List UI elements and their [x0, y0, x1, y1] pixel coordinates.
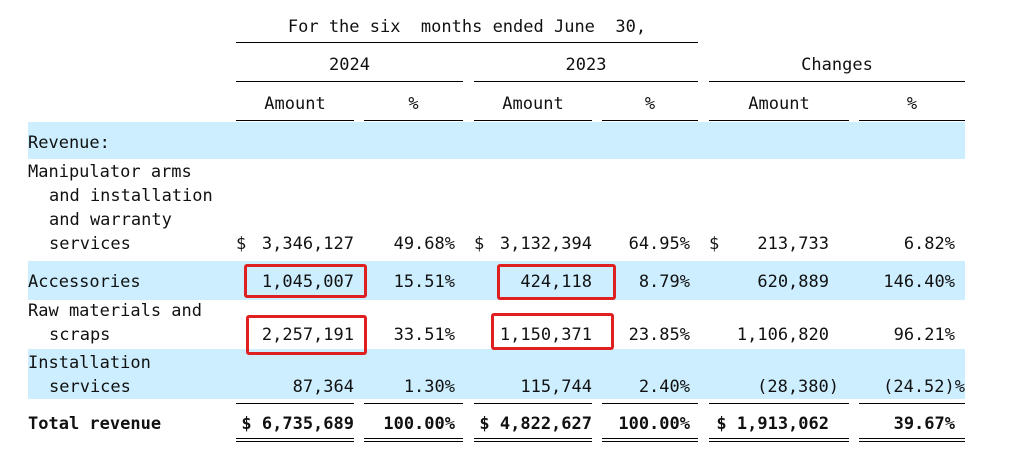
col-pct-changes: %: [906, 94, 918, 114]
rule-year-2024: [236, 81, 463, 82]
amount-2023: 424,118: [520, 272, 592, 292]
rule-subtotal-pct-2024: [364, 403, 463, 404]
amount-2024: 3,346,127: [261, 234, 354, 254]
period-heading: For the six months ended June 30,: [287, 17, 647, 37]
pct-changes: (24.52)%: [883, 377, 965, 397]
band-installation: [28, 349, 965, 399]
total-amount-2024: $ 6,735,689: [241, 414, 354, 434]
total-pct-changes: 39.67%: [893, 414, 955, 434]
pct-2024: 1.30%: [403, 377, 455, 397]
pct-2024: 33.51%: [393, 325, 455, 345]
amount-changes: (28,380): [757, 377, 839, 397]
double-rule-amount-2024: [236, 438, 354, 442]
rule-subtotal-amount-2024: [236, 403, 354, 404]
total-pct-2024: 100.00%: [383, 414, 455, 434]
pct-2023: 23.85%: [628, 325, 690, 345]
double-rule-amount-changes: [709, 438, 849, 442]
revenue-section-label: Revenue:: [28, 133, 110, 153]
highlight-box-raw-materials-2024: [246, 315, 367, 355]
col-amount-2024: Amount: [264, 94, 326, 114]
rule-subtotal-amount-changes: [709, 403, 849, 404]
total-pct-2023: 100.00%: [618, 414, 690, 434]
pct-2023: 2.40%: [638, 377, 690, 397]
rule-period: [236, 42, 698, 43]
pct-changes: 6.82%: [903, 234, 955, 254]
amount-2023: 1,150,371: [499, 325, 592, 345]
rule-col-pct-changes: [859, 120, 965, 121]
rule-subtotal-amount-2023: [474, 403, 592, 404]
changes-heading: Changes: [801, 55, 873, 75]
total-amount-changes: $ 1,913,062: [716, 414, 829, 434]
amount-2024: 1,045,007: [261, 272, 354, 292]
pct-2024: 15.51%: [393, 272, 455, 292]
amount-changes: 620,889: [757, 272, 829, 292]
col-amount-changes: Amount: [748, 94, 810, 114]
col-pct-2023: %: [644, 94, 656, 114]
pct-changes: 96.21%: [893, 325, 955, 345]
row-label-line: Manipulator arms: [28, 162, 192, 182]
rule-year-2023: [474, 81, 698, 82]
pct-changes: 146.40%: [883, 272, 955, 292]
row-label-line: and warranty: [49, 210, 172, 230]
highlight-box-raw-materials-2023: [491, 313, 614, 350]
rule-col-pct-2024: [364, 120, 463, 121]
pct-2023: 64.95%: [628, 234, 690, 254]
double-rule-pct-2024: [364, 438, 463, 442]
amount-2023: 115,744: [520, 377, 592, 397]
row-label-line: services: [49, 234, 131, 254]
row-label-line: scraps: [49, 325, 111, 345]
rule-col-amount-2024: [236, 120, 354, 121]
double-rule-amount-2023: [474, 438, 592, 442]
row-label-line: services: [49, 377, 131, 397]
row-label-line: Raw materials and: [28, 301, 202, 321]
col-amount-2023: Amount: [502, 94, 564, 114]
amount-changes: 1,106,820: [736, 325, 829, 345]
rule-changes: [709, 81, 965, 82]
rule-subtotal-pct-changes: [859, 403, 965, 404]
row-label-line: Accessories: [28, 272, 141, 292]
highlight-box-accessories-2023: [497, 264, 616, 300]
rule-col-amount-2023: [474, 120, 592, 121]
dollar-sign: $: [474, 234, 485, 254]
rule-col-amount-changes: [709, 120, 849, 121]
band-revenue-header: [28, 122, 965, 159]
pct-2024: 49.68%: [393, 234, 455, 254]
rule-subtotal-pct-2023: [602, 403, 698, 404]
year-2024-heading: 2024: [329, 55, 370, 75]
total-amount-2023: $ 4,822,627: [479, 414, 592, 434]
amount-2023: 3,132,394: [499, 234, 592, 254]
amount-2024: 2,257,191: [261, 325, 354, 345]
col-pct-2024: %: [408, 94, 419, 114]
amount-changes: 213,733: [757, 234, 829, 254]
rule-col-pct-2023: [602, 120, 698, 121]
double-rule-pct-changes: [859, 438, 965, 442]
band-accessories: [28, 261, 965, 300]
amount-2024: 87,364: [292, 377, 354, 397]
highlight-box-accessories-2024: [244, 264, 367, 298]
total-revenue-label: Total revenue: [28, 414, 162, 434]
double-rule-pct-2023: [602, 438, 698, 442]
row-label-line: Installation: [28, 353, 151, 373]
pct-2023: 8.79%: [638, 272, 690, 292]
row-label-line: and installation: [49, 186, 213, 206]
dollar-sign: $: [709, 234, 720, 254]
dollar-sign: $: [236, 234, 247, 254]
year-2023-heading: 2023: [565, 55, 607, 75]
